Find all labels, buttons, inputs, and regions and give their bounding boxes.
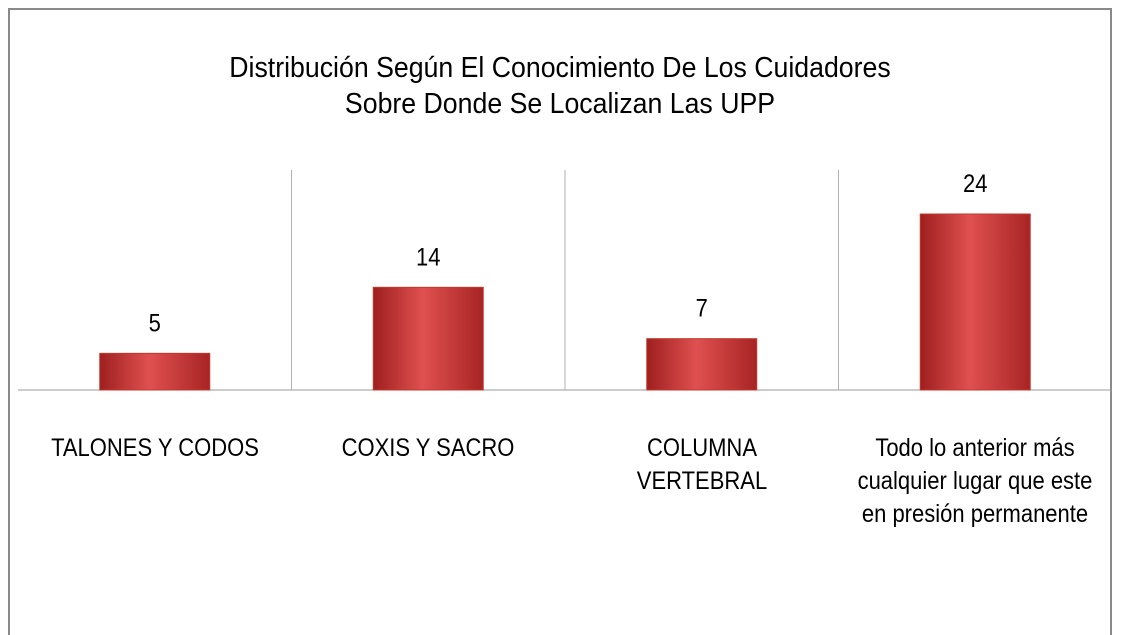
chart-frame [8,8,1112,635]
data-label: 7 [696,294,708,322]
data-label: 24 [963,170,987,198]
data-label: 14 [416,243,440,271]
x-tick-label: TALONES Y CODOS [50,434,259,462]
x-tick-label: COXIS Y SACRO [341,434,515,462]
x-tick-label: COLUMNA VERTEBRAL [636,434,767,495]
chart-title: Distribución Según El Conocimiento De Lo… [229,52,891,120]
x-tick-label: Todo lo anterior más cualquier lugar que… [857,434,1093,528]
bar [646,338,758,391]
data-label: 5 [149,309,161,337]
bar [99,352,211,391]
bar [919,213,1031,391]
bar [372,286,484,391]
